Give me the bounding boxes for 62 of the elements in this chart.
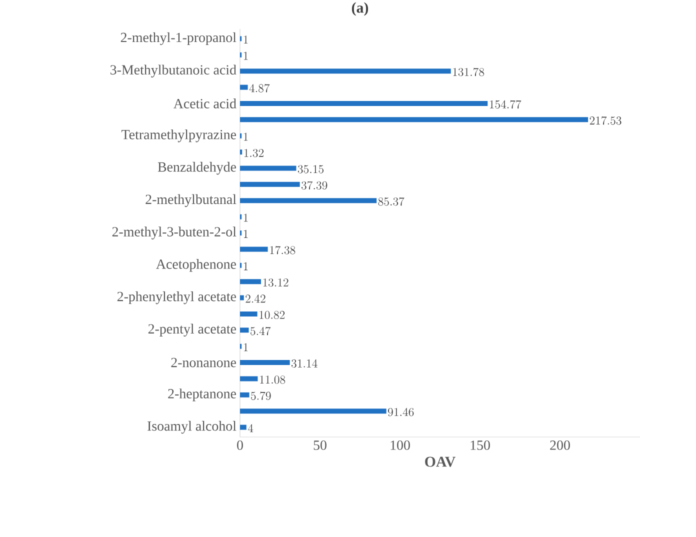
chart-title: (a) — [352, 2, 368, 16]
data-label: 1 — [244, 132, 248, 141]
data-label: 5.47 — [250, 326, 271, 336]
data-label: 4 — [248, 424, 254, 432]
y-tick-label: 2-nonanone — [171, 358, 236, 368]
x-tick-label: 150 — [470, 440, 490, 450]
data-label: 85.37 — [378, 197, 404, 206]
data-label: 4.87 — [249, 84, 270, 92]
bar — [240, 84, 248, 90]
data-label: 31 . 14 — [292, 359, 318, 368]
x-tick-label: 0 — [237, 440, 243, 450]
y-tick-label: 2-phenylethyl acetate — [117, 291, 236, 304]
data-label: 1 — [244, 343, 248, 352]
bar — [240, 392, 250, 398]
bar — [240, 182, 300, 187]
y-tick-label: Benzaldehyde — [158, 162, 236, 175]
data-label: 37.39 — [302, 181, 328, 190]
data-label: 1 — [244, 52, 248, 60]
data-label: 1 — [244, 230, 248, 238]
y-tick-label: 2-heptanone — [168, 388, 236, 402]
y-tick-label: Isoamyl alcohol — [148, 420, 236, 434]
bar — [240, 376, 258, 382]
bar — [240, 68, 451, 74]
y-tick-label: Tetramethylpyrazine — [122, 129, 236, 142]
data-label: 17.38 — [270, 246, 296, 254]
x-tick-label: 200 — [550, 440, 570, 450]
data-label: 91 .46 — [388, 408, 414, 416]
bar — [240, 328, 249, 333]
y-tick-label: 2-methyl-1-propanol — [120, 32, 236, 46]
y-tick-label: 2-methyl-3-buten-2-ol — [112, 226, 236, 240]
data-label: 1 — [244, 36, 248, 44]
data-label: 1 .32 — [244, 148, 264, 158]
data-label: 10.82 — [260, 310, 285, 320]
bar — [240, 408, 386, 414]
y-tick-label: Acetophenone — [156, 259, 236, 272]
x-tick-label: 100 — [390, 440, 410, 450]
y-tick-label: 2-methylbutanal — [146, 194, 236, 207]
data-label: 2.42 — [246, 294, 266, 303]
bar — [240, 360, 290, 366]
data-label: 13. 12 — [263, 278, 288, 287]
data-label: 11 .08 — [260, 376, 286, 384]
bar — [240, 117, 588, 122]
data-label: 154.77 — [490, 100, 522, 109]
bar — [240, 311, 258, 316]
bar — [240, 166, 296, 171]
data-label: 5.79 — [251, 392, 271, 400]
data-label: 217.53 — [590, 116, 622, 125]
bar — [240, 246, 268, 252]
bar — [240, 100, 488, 106]
x-axis-title: OAV — [425, 456, 456, 467]
bar — [240, 424, 246, 430]
bar — [240, 295, 244, 300]
data-label: 1 — [244, 262, 248, 270]
data-label: 131 .78 — [453, 68, 484, 76]
bar — [240, 198, 377, 204]
data-label: 1 — [244, 214, 248, 222]
y-tick-label: 3-Methylbutanoic acid — [110, 64, 236, 78]
y-tick-label: 2-pentyl acetate — [148, 324, 236, 336]
data-label: 35. 15 — [298, 165, 324, 174]
x-tick-label: 50 — [314, 440, 326, 450]
bar — [240, 279, 261, 284]
y-tick-label: Acetic acid — [174, 98, 236, 108]
